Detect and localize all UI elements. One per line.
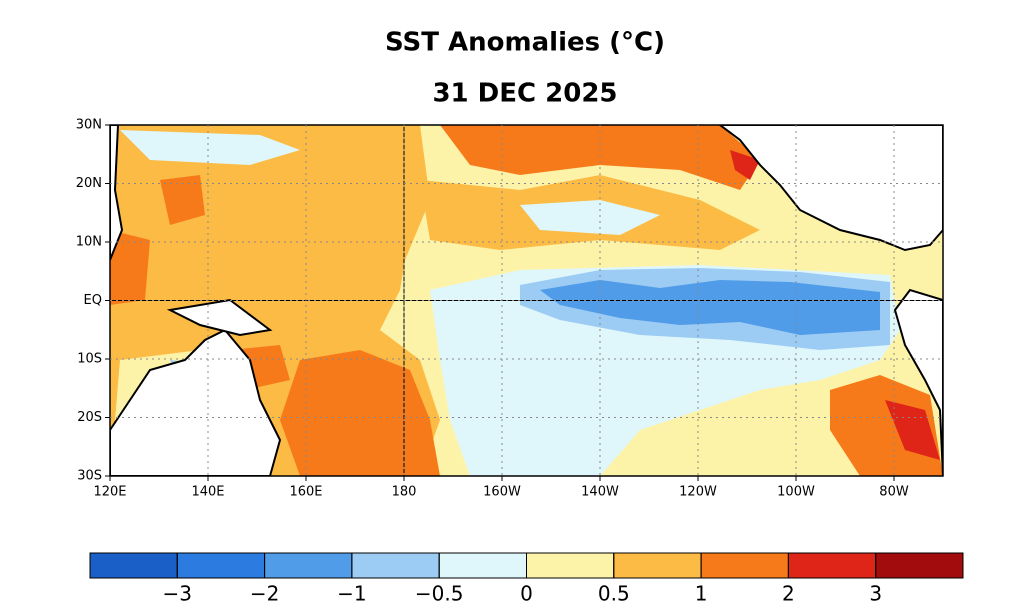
colorbar-label: −0.5 — [415, 582, 464, 606]
lon-label: 120W — [679, 485, 717, 500]
lon-label: 160E — [289, 485, 322, 500]
colorbar-bin — [613, 552, 702, 579]
lat-label: 30N — [76, 118, 102, 133]
title: SST Anomalies (°C) — [385, 28, 665, 58]
lat-label: 10N — [76, 235, 102, 250]
colorbar-bin — [351, 552, 440, 579]
colorbar-bin — [700, 552, 789, 579]
colorbar-label: 0.5 — [598, 582, 630, 606]
anomaly-region — [440, 125, 760, 190]
colorbar-label: 1 — [695, 582, 708, 606]
colorbar-bin — [787, 552, 877, 579]
lon-label: 160W — [483, 485, 521, 500]
anomaly-region — [160, 175, 205, 225]
colorbar-bin — [875, 552, 964, 579]
anomaly-region — [730, 150, 760, 180]
anomaly-region — [520, 200, 660, 235]
lat-label: 20S — [77, 410, 102, 425]
anomaly-region — [760, 288, 870, 325]
anomaly-region — [280, 350, 440, 476]
colorbar-label: −3 — [163, 582, 192, 606]
lon-label: 140W — [581, 485, 619, 500]
colorbar-bin — [438, 552, 528, 579]
lon-label: 80W — [879, 485, 909, 500]
anomaly-region — [120, 130, 300, 165]
lon-label: 140E — [191, 485, 224, 500]
colorbar-bin — [176, 552, 266, 579]
colorbar-label: 3 — [869, 582, 882, 606]
colorbar-bin — [526, 552, 615, 579]
map-field — [110, 125, 943, 476]
colorbar-label: 0 — [520, 582, 533, 606]
lon-label: 120E — [93, 485, 126, 500]
anomaly-region — [110, 230, 150, 305]
anomaly-region — [885, 400, 940, 460]
colorbar-label: −2 — [250, 582, 279, 606]
colorbar-label: −1 — [337, 582, 366, 606]
colorbar-bin — [89, 552, 178, 579]
lat-label: 20N — [76, 176, 102, 191]
lat-label: 10S — [77, 352, 102, 367]
colorbar-bin — [264, 552, 353, 579]
lat-label: 30S — [77, 469, 102, 484]
lat-label: EQ — [84, 293, 102, 308]
colorbar-label: 2 — [782, 582, 795, 606]
lon-label: 180 — [392, 485, 417, 500]
lon-label: 100W — [777, 485, 815, 500]
subtitle: 31 DEC 2025 — [432, 79, 617, 109]
